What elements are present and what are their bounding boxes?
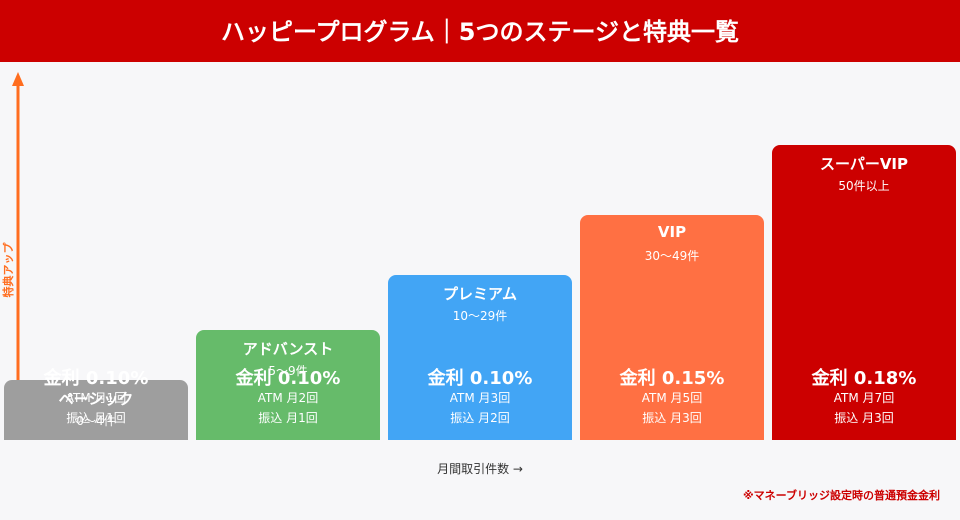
stage-transfer: 振込 月1回: [258, 411, 318, 425]
stage-bar: アドバンスト 5〜9件 金利 0.10% ATM 月2回 振込 月1回: [196, 330, 380, 440]
stage-bar: プレミアム 10〜29件金利 0.10% ATM 月3回 振込 月2回: [388, 275, 572, 440]
y-axis-label: 特典アップ: [2, 242, 15, 298]
stage-transfer: 振込 月2回: [450, 411, 510, 425]
stage-transfer: 振込 月1回: [66, 411, 126, 425]
x-axis-label: 月間取引件数 →: [437, 462, 523, 476]
stage-range: 10〜29件: [452, 309, 508, 323]
stage-atm: ATM 月2回: [257, 391, 319, 405]
stage-name: プレミアム: [443, 285, 517, 303]
stage-atm: ATM 月7回: [833, 391, 895, 405]
stage-rate: 金利 0.10%: [235, 368, 341, 389]
stage-atm: ATM 月1回: [65, 391, 127, 405]
stage-atm: ATM 月3回: [449, 391, 511, 405]
title: ハッピープログラム｜5つのステージと特典一覧: [0, 0, 960, 62]
stage-name: スーパーVIP: [819, 155, 909, 173]
stage-transfer: 振込 月3回: [834, 411, 894, 425]
stage-name: ベーシック: [58, 390, 134, 408]
stage-rate: 金利 0.10%: [427, 368, 533, 389]
stage-range: 5〜9件: [268, 364, 308, 378]
stage-name: アドバンスト: [242, 340, 334, 358]
stage-name: VIP: [657, 223, 687, 241]
stage-bar: VIP 30〜49件金利 0.15% ATM 月5回 振込 月3回: [580, 215, 764, 440]
stage-bar: スーパーVIP 50件以上金利 0.18% ATM 月7回 振込 月3回: [772, 145, 956, 440]
stage-rate: 金利 0.18%: [811, 368, 917, 389]
stage-bar: ベーシック 0〜4件 金利 0.10% ATM 月1回 振込 月1回: [4, 368, 188, 440]
stage-range: 0〜4件: [76, 414, 116, 428]
stage-rate: 金利 0.10%: [43, 368, 149, 389]
stage-atm: ATM 月5回: [641, 391, 703, 405]
stage-transfer: 振込 月3回: [642, 411, 702, 425]
footnote: ※マネーブリッジ設定時の普通預金金利: [742, 489, 940, 502]
stage-range: 30〜49件: [644, 249, 700, 263]
stage-rate: 金利 0.15%: [619, 368, 725, 389]
stage-range: 50件以上: [838, 179, 890, 193]
